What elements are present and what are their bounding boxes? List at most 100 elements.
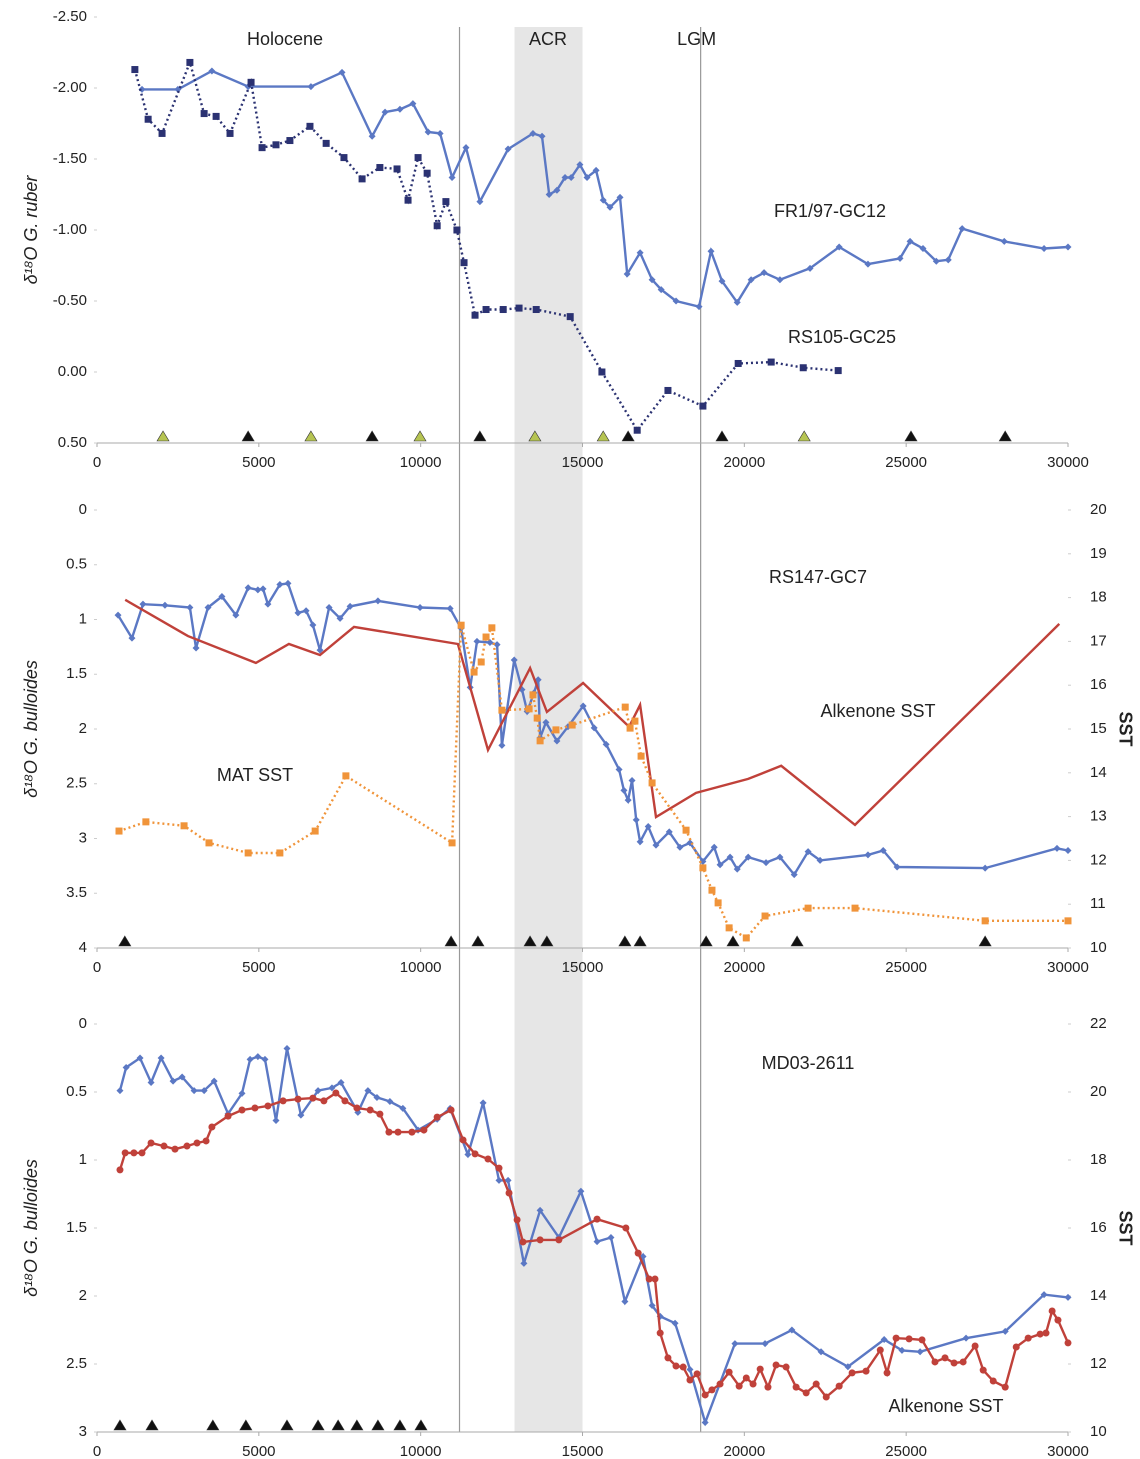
point [279,1097,287,1105]
point [656,1329,664,1337]
point [314,1087,322,1095]
point [652,841,660,849]
point [962,1334,970,1342]
age-marker [311,1419,325,1431]
point [606,203,614,211]
point [529,691,537,699]
x-tick-label: 15000 [562,454,604,471]
point [218,593,226,601]
point [381,108,389,116]
point [396,105,404,113]
y-tick-label: 1.5 [66,1219,87,1236]
point [160,1142,168,1150]
y-tick-label: 0.5 [66,556,87,573]
point [782,1363,790,1371]
age-marker [241,430,255,442]
age-marker [726,935,740,947]
y2-tick-label: 16 [1090,676,1107,693]
point [1064,243,1072,251]
point [583,173,591,181]
point [366,1106,374,1114]
point [802,1389,810,1397]
x-tick-label: 25000 [885,1443,927,1459]
point [358,175,366,183]
x-tick-label: 0 [93,454,101,471]
point [212,112,220,120]
point [906,237,914,245]
point [862,1367,870,1375]
x-tick-label: 30000 [1047,959,1089,976]
point [599,196,607,204]
point [394,1128,402,1136]
point [756,1365,764,1373]
period-label: ACR [529,29,567,49]
point [718,277,726,285]
point [169,1077,177,1085]
point [138,1149,146,1157]
point [131,66,139,74]
age-marker [206,1419,220,1431]
point [749,1380,757,1388]
point [834,367,842,375]
point [725,1368,733,1376]
point [193,1139,201,1147]
point [533,714,541,722]
point [254,1053,262,1061]
point [224,1112,232,1120]
point [404,196,412,204]
y2-tick-label: 17 [1090,632,1107,649]
age-marker [113,1419,127,1431]
point [341,1097,349,1105]
point [919,244,927,252]
age-marker [715,430,729,442]
y2-tick-label: 10 [1090,1423,1107,1440]
point [158,129,166,137]
point [286,137,294,145]
point [671,1319,679,1327]
y-tick-label: 0.50 [58,434,87,451]
point [812,1380,820,1388]
point [498,706,506,714]
point [553,737,561,745]
age-marker [790,935,804,947]
point [806,264,814,272]
point [686,1365,694,1373]
point [433,1113,441,1121]
age-marker [239,1419,253,1431]
point [536,1236,544,1244]
point [735,1382,743,1390]
point [816,856,824,864]
point [1048,1307,1056,1315]
point [916,1348,924,1356]
point [385,1128,393,1136]
point [484,1155,492,1163]
point [893,863,901,871]
point [208,67,216,75]
point [848,1369,856,1377]
y2-tick-label: 13 [1090,808,1107,825]
point [552,726,560,734]
point [761,1340,769,1348]
point [1042,1329,1050,1337]
y-tick-label: 0.00 [58,363,87,380]
age-marker [280,1419,294,1431]
panel-title: RS147-GC7 [769,567,867,587]
point [328,1084,336,1092]
point [200,1087,208,1095]
age-marker [528,430,542,442]
point [716,861,724,869]
point [593,1215,601,1223]
point [337,1078,345,1086]
point [636,249,644,257]
age-marker [413,430,427,442]
point [788,1326,796,1334]
point [416,603,424,611]
y2-axis-title: SST [1115,711,1135,746]
age-marker [540,935,554,947]
x-tick-label: 5000 [242,959,275,976]
x-tick-label: 15000 [562,1443,604,1459]
point [726,853,734,861]
point [959,1358,967,1366]
y2-tick-label: 22 [1090,1015,1107,1032]
point [880,1336,888,1344]
